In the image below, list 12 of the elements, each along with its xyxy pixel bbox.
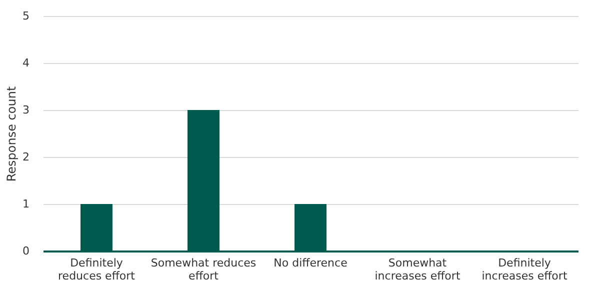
x-tick-label: Definitely increases effort: [482, 256, 568, 282]
x-tick-label: Somewhat increases effort: [374, 256, 461, 282]
x-tick-label: No difference: [274, 256, 348, 270]
x-tick-label: Somewhat reduces effort: [150, 256, 256, 282]
y-tick-label: 4: [22, 56, 30, 70]
y-tick-label: 1: [22, 198, 30, 210]
y-axis-title: Response count: [4, 86, 18, 182]
x-tick-label: Definitely reduces effort: [58, 256, 136, 282]
y-tick-label: 3: [22, 104, 30, 116]
y-tick-label: 2: [22, 150, 30, 164]
y-tick-label: 5: [22, 10, 30, 22]
y-tick-label: 0: [22, 244, 30, 258]
